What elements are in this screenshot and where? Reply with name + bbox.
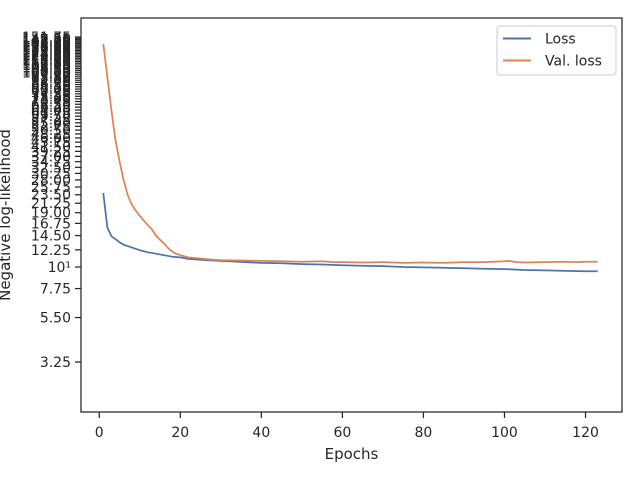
y-tick-label: 64.00 bbox=[31, 103, 71, 119]
y-tick-label: 102.25 bbox=[22, 63, 71, 79]
y-tick-label: 14.50 bbox=[31, 229, 71, 245]
y-tick-label: 59.50 bbox=[31, 109, 71, 125]
y-tick-label: 34.75 bbox=[31, 155, 71, 171]
y-tick-label: 113.50 bbox=[22, 55, 71, 71]
y-tick-label: 75.25 bbox=[31, 89, 71, 105]
y-tick-label: 32.50 bbox=[31, 160, 71, 176]
y-tick-label: 61.75 bbox=[31, 106, 71, 122]
y-tick-label: 147.25 bbox=[22, 33, 71, 49]
y-tick-label: 12.25 bbox=[31, 243, 71, 259]
y-tick-label: 84.25 bbox=[31, 80, 71, 96]
y-tick-label: 145.00 bbox=[22, 34, 71, 50]
series-layer bbox=[102, 43, 598, 273]
y-tick-label: 73.00 bbox=[31, 92, 71, 108]
y-tick-label: 124.75 bbox=[22, 47, 71, 63]
y-tick-label: 142.75 bbox=[22, 35, 71, 51]
y-tick-label: 10¹ bbox=[48, 260, 71, 276]
y-tick-label: 66.25 bbox=[31, 100, 71, 116]
y-tick-label: 16.75 bbox=[31, 216, 71, 232]
x-tick-label: 40 bbox=[252, 425, 270, 441]
y-tick-label: 39.25 bbox=[31, 144, 71, 160]
y-tick-label: 106.75 bbox=[22, 60, 71, 76]
x-axis-ticks: 0 20 40 60 80 100 120 bbox=[95, 412, 599, 441]
y-tick-label: 111.25 bbox=[22, 56, 71, 72]
series-line-val-loss bbox=[102, 43, 598, 264]
y-tick-label: 115.75 bbox=[22, 53, 71, 69]
y-tick-label: 151.75 bbox=[22, 30, 71, 46]
x-tick-label: 20 bbox=[171, 425, 189, 441]
y-tick-label: 52.75 bbox=[31, 119, 71, 135]
x-tick-label: 0 bbox=[95, 425, 104, 441]
legend-label-val-loss: Val. loss bbox=[545, 54, 602, 70]
y-tick-label: 48.25 bbox=[31, 127, 71, 143]
x-axis-label: Epochs bbox=[325, 445, 379, 463]
y-tick-label: 104.50 bbox=[22, 62, 71, 78]
y-tick-label: 127.00 bbox=[22, 45, 71, 61]
x-tick-label: 100 bbox=[491, 425, 518, 441]
y-tick-label: 30.25 bbox=[31, 166, 71, 182]
y-tick-label: 138.25 bbox=[22, 38, 71, 54]
y-tick-label: 68.50 bbox=[31, 97, 71, 113]
y-tick-label: 55.00 bbox=[31, 116, 71, 132]
y-tick-label: 41.50 bbox=[31, 140, 71, 156]
plot-frame bbox=[80, 17, 623, 413]
y-tick-label: 93.25 bbox=[31, 71, 71, 87]
y-tick-label: 77.50 bbox=[31, 87, 71, 103]
series-line-loss bbox=[102, 192, 598, 273]
y-tick-label: 133.75 bbox=[22, 41, 71, 57]
x-tick-label: 120 bbox=[572, 425, 599, 441]
y-tick-label: 129.25 bbox=[22, 44, 71, 60]
y-tick-label: 131.50 bbox=[22, 42, 71, 58]
y-tick-label: 5.50 bbox=[40, 311, 71, 327]
y-tick-label: 21.25 bbox=[31, 196, 71, 212]
y-axis-ticks: 3.25 5.50 7.75 10¹12.2514.5016.7519.0021.25… bbox=[22, 30, 81, 371]
y-tick-label: 120.25 bbox=[22, 50, 71, 66]
y-tick-label: 86.50 bbox=[31, 78, 71, 94]
y-tick-label: 37.00 bbox=[31, 149, 71, 165]
x-tick-label: 80 bbox=[415, 425, 433, 441]
y-tick-label: 23.50 bbox=[31, 188, 71, 204]
y-tick-label: 19.00 bbox=[31, 206, 71, 222]
y-tick-label: 25.75 bbox=[31, 180, 71, 196]
y-tick-label: 122.50 bbox=[22, 48, 71, 64]
y-tick-label: 118.00 bbox=[22, 51, 71, 67]
y-tick-label: 7.75 bbox=[40, 282, 71, 298]
y-tick-label: 79.75 bbox=[31, 84, 71, 100]
plot-area bbox=[81, 18, 622, 412]
y-tick-label: 149.50 bbox=[22, 31, 71, 47]
y-tick-label: 46.00 bbox=[31, 131, 71, 147]
legend: Loss Val. loss bbox=[496, 25, 617, 76]
y-tick-label: 57.25 bbox=[31, 112, 71, 128]
y-tick-label: 140.50 bbox=[22, 37, 71, 53]
y-tick-label: 100.00 bbox=[22, 65, 71, 81]
y-tick-label: 28.00 bbox=[31, 173, 71, 189]
y-tick-label: 91.00 bbox=[31, 73, 71, 89]
y-tick-label: 50.50 bbox=[31, 123, 71, 139]
x-tick-label: 60 bbox=[333, 425, 351, 441]
y-tick-label: 82.00 bbox=[31, 82, 71, 98]
y-tick-label: 43.75 bbox=[31, 135, 71, 151]
y-tick-label: 95.50 bbox=[31, 69, 71, 85]
y-tick-label: 97.75 bbox=[31, 67, 71, 83]
y-tick-label: 3.25 bbox=[40, 355, 71, 371]
y-tick-label: 136.00 bbox=[22, 39, 71, 55]
y-tick-label: 70.75 bbox=[31, 95, 71, 111]
y-axis-label: Negative log-likelihood bbox=[0, 129, 14, 301]
y-tick-label: 88.75 bbox=[31, 75, 71, 91]
y-tick-label: 109.00 bbox=[22, 58, 71, 74]
legend-label-loss: Loss bbox=[545, 32, 576, 48]
